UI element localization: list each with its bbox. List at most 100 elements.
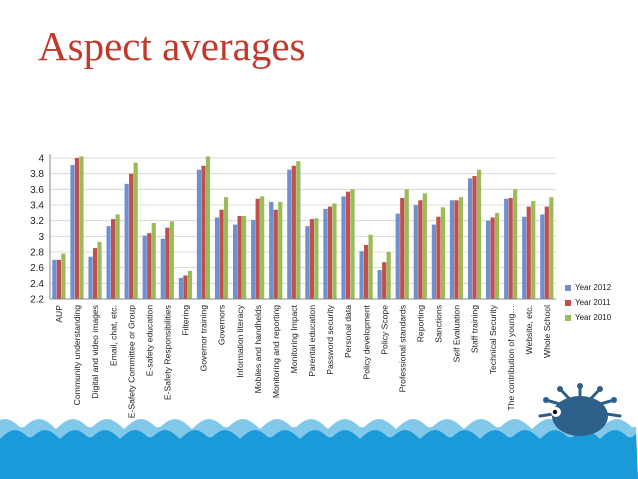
- bar-year-2010: [169, 221, 174, 299]
- bar-year-2012: [269, 201, 274, 299]
- bar-year-2012: [395, 213, 400, 299]
- bar-year-2010: [513, 189, 518, 299]
- x-tick-label: Digital and video images: [90, 305, 100, 399]
- bar-year-2011: [165, 227, 170, 299]
- bar-year-2010: [314, 218, 319, 299]
- bar-year-2010: [278, 201, 283, 299]
- x-tick-label: Monitoring Impact: [289, 304, 299, 373]
- axes: [49, 154, 556, 300]
- x-tick-label: AUP: [54, 305, 64, 323]
- bar-year-2011: [490, 217, 495, 299]
- bar-year-2012: [106, 226, 111, 299]
- bar-year-2010: [422, 193, 427, 299]
- bar-year-2010: [531, 201, 536, 299]
- bar-year-2011: [544, 206, 549, 299]
- bar-year-2011: [364, 244, 369, 299]
- bar-year-2011: [436, 216, 441, 299]
- water-waves: [0, 419, 638, 479]
- x-tick-label: Reporting: [415, 305, 425, 342]
- x-tick-label: The contribution of young…: [506, 305, 516, 411]
- bar-year-2010: [61, 253, 66, 299]
- bar-year-2011: [400, 197, 405, 299]
- bar-year-2010: [115, 214, 120, 299]
- x-tick-label: Governor training: [199, 305, 209, 372]
- bar-year-2011: [472, 176, 477, 299]
- bar-year-2012: [486, 220, 491, 299]
- bar-year-2011: [92, 248, 98, 299]
- bar-year-2010: [350, 189, 355, 299]
- bar-year-2010: [97, 241, 102, 299]
- y-tick-label: 2.6: [30, 263, 44, 274]
- x-tick-label: E-Safety Responsibilities: [162, 305, 172, 400]
- bar-year-2011: [454, 200, 459, 299]
- bar-year-2011: [219, 209, 224, 299]
- mascot-spike-tips: [543, 383, 617, 403]
- y-tick-label: 3: [38, 232, 44, 243]
- y-tick-label: 3.8: [30, 169, 44, 180]
- x-tick-label: E-safety education: [144, 305, 154, 376]
- bar-year-2012: [431, 224, 436, 299]
- x-tick-label: Website, etc.: [524, 305, 534, 355]
- bar-year-2011: [183, 275, 188, 299]
- x-tick-label: Community understanding: [72, 305, 82, 406]
- bar-year-2010: [260, 196, 265, 299]
- bar-year-2012: [522, 216, 527, 299]
- bar-year-2010: [79, 156, 84, 299]
- x-tick-label: Personal data: [343, 305, 353, 358]
- bar-year-2010: [440, 207, 445, 299]
- x-tick-label: Parental education: [307, 305, 317, 377]
- bar-year-2012: [70, 165, 75, 299]
- bar-year-2010: [549, 197, 554, 299]
- y-tick-label: 2.4: [30, 279, 44, 290]
- x-tick-label: Technical Security: [488, 304, 498, 374]
- bar-year-2011: [201, 165, 206, 299]
- bar-year-2010: [495, 212, 500, 299]
- mascot-pupil: [552, 409, 558, 415]
- bar-year-2010: [476, 169, 482, 299]
- x-tick-label: Professional standards: [397, 305, 407, 392]
- x-tick-label: Information literacy: [235, 304, 245, 377]
- y-tick-label: 2.8: [30, 248, 44, 259]
- bar-year-2011: [508, 197, 513, 299]
- bar-year-2010: [205, 156, 211, 299]
- x-tick-label: Whole School: [542, 305, 552, 358]
- bar-year-2012: [88, 256, 93, 299]
- bar-year-2011: [418, 200, 423, 299]
- y-tick-label: 3.4: [30, 201, 44, 212]
- bar-year-2011: [74, 158, 80, 299]
- x-tick-label: Policy development: [361, 304, 371, 379]
- x-tick-label: E-Safety Committee or Group: [126, 305, 136, 418]
- bar-year-2011: [56, 259, 61, 299]
- bar-year-2010: [223, 197, 229, 299]
- x-tick-label: Policy Scope: [379, 305, 389, 355]
- bar-year-2012: [214, 217, 220, 299]
- bar-year-2010: [332, 203, 337, 299]
- wave-front: [0, 430, 638, 479]
- slide-title: Aspect averages: [38, 23, 306, 69]
- x-tick-label: Governors: [217, 305, 227, 345]
- x-tick-label: Sanctions: [434, 305, 444, 343]
- bar-year-2012: [160, 238, 165, 299]
- bar-year-2012: [196, 169, 202, 299]
- x-tick-label: Password security: [325, 304, 335, 374]
- legend-label: Year 2012: [575, 283, 612, 292]
- bar-year-2012: [540, 214, 545, 299]
- bar-year-2010: [133, 162, 138, 299]
- bars: [52, 156, 554, 299]
- bar-year-2010: [368, 234, 373, 299]
- bar-year-2010: [458, 197, 464, 299]
- bar-year-2010: [296, 161, 301, 299]
- y-tick-label: 4: [38, 154, 44, 165]
- legend-item: Year 2010: [565, 310, 611, 325]
- x-tick-label: Email, chat, etc.: [108, 305, 118, 366]
- mascot-body: [552, 396, 608, 436]
- legend-item: Year 2011: [565, 295, 611, 310]
- bar-year-2011: [382, 262, 387, 299]
- bar-year-2012: [52, 259, 57, 299]
- bar-year-2010: [187, 270, 192, 299]
- y-tick-label: 3.2: [30, 216, 44, 227]
- legend-swatch: [565, 314, 571, 321]
- bar-year-2010: [404, 189, 409, 299]
- x-tick-label: Filtering: [181, 305, 191, 336]
